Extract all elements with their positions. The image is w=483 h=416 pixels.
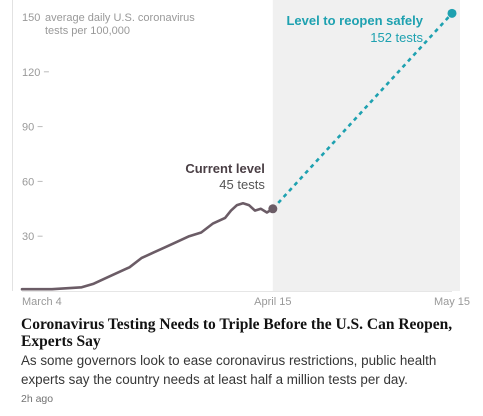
article-summary: As some governors look to ease coronavir… xyxy=(21,353,437,387)
y-axis-label-line-2: tests per 100,000 xyxy=(45,25,130,37)
article-timestamp: 2h ago xyxy=(21,393,54,405)
chart-svg: 30 60 90 120 150 average daily U.S. coronavi… xyxy=(12,0,470,308)
target-level-value: 152 tests xyxy=(370,30,423,45)
x-tick-label-1: April 15 xyxy=(254,296,291,308)
current-level-label: Current level xyxy=(185,161,264,176)
y-tick-label-120: 120 xyxy=(22,67,40,79)
x-axis-ticks: March 4 April 15 May 15 xyxy=(22,296,470,308)
projection-shaded-region xyxy=(272,0,460,291)
y-tick-label-60: 60 xyxy=(22,176,34,188)
x-tick-label-0: March 4 xyxy=(22,296,62,308)
article-headline[interactable]: Coronavirus Testing Needs to Triple Befo… xyxy=(21,316,453,350)
y-tick-label-150: 150 xyxy=(22,12,40,24)
target-level-point xyxy=(447,8,457,18)
series-line-tests xyxy=(20,202,275,291)
x-tick-label-2: May 15 xyxy=(434,296,470,308)
current-level-point xyxy=(268,204,278,214)
y-tick-label-30: 30 xyxy=(22,231,34,243)
y-axis-label-line-1: average daily U.S. coronavirus xyxy=(45,12,195,24)
y-axis-ticks: 30 60 90 120 150 xyxy=(22,12,49,243)
target-level-label: Level to reopen safely xyxy=(286,13,423,28)
testing-chart[interactable]: 30 60 90 120 150 average daily U.S. coronavi… xyxy=(0,0,483,312)
y-tick-label-90: 90 xyxy=(22,122,34,134)
current-level-value: 45 tests xyxy=(219,177,265,192)
